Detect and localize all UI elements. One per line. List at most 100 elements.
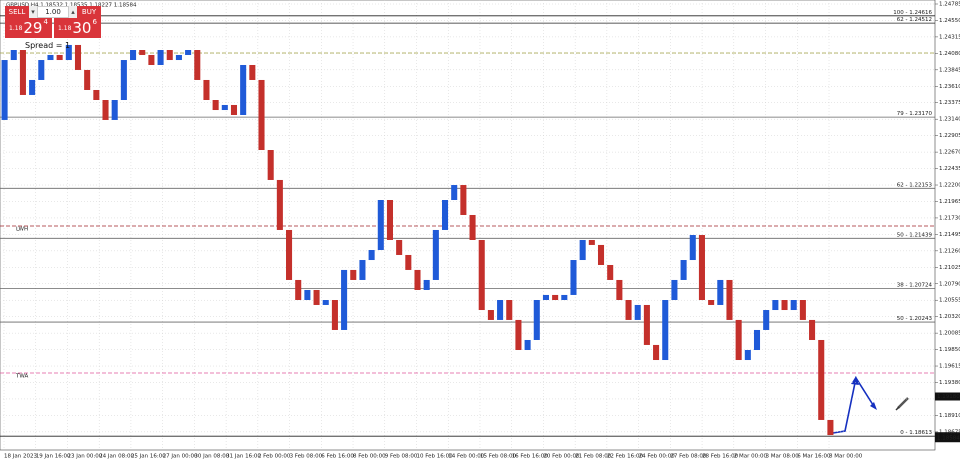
candle bbox=[799, 300, 806, 320]
candle bbox=[506, 300, 513, 320]
candle bbox=[249, 64, 256, 80]
buy-button[interactable]: BUY bbox=[77, 6, 101, 18]
level-label: 62 - 1.22153 bbox=[897, 182, 933, 188]
candle bbox=[588, 239, 595, 245]
x-tick-label: 15 Feb 08:00 bbox=[480, 454, 517, 460]
x-tick-label: 10 Feb 16:00 bbox=[417, 454, 454, 460]
candle bbox=[29, 79, 36, 95]
x-tick-label: 25 Jan 16:00 bbox=[131, 454, 166, 460]
x-tick-label: 27 Feb 08:00 bbox=[670, 454, 707, 460]
x-tick-label: 30 Jan 08:00 bbox=[194, 454, 229, 460]
candle bbox=[497, 300, 504, 320]
y-tick-label: 1.19615 bbox=[939, 364, 960, 370]
y-tick-label: 1.21495 bbox=[939, 232, 960, 238]
candle bbox=[175, 54, 182, 61]
x-tick-label: 24 Jan 08:00 bbox=[99, 454, 134, 460]
price-box bbox=[935, 392, 960, 401]
candle bbox=[772, 300, 779, 311]
buy-price[interactable]: 1.18 30 6 bbox=[54, 18, 101, 38]
spread: Spread = 1 bbox=[25, 41, 71, 50]
candle bbox=[396, 239, 403, 255]
y-tick-label: 1.21965 bbox=[939, 199, 960, 205]
candle bbox=[643, 304, 650, 345]
y-tick-label: 1.22200 bbox=[939, 183, 960, 189]
candle bbox=[276, 179, 283, 230]
candle bbox=[790, 300, 797, 311]
candle bbox=[451, 185, 458, 201]
candle bbox=[313, 289, 320, 305]
candle bbox=[139, 50, 146, 55]
candle bbox=[185, 50, 192, 55]
price-big: 1.18 bbox=[9, 24, 23, 32]
lot-down[interactable]: ▾ bbox=[29, 6, 37, 18]
candle bbox=[423, 279, 430, 290]
candle bbox=[478, 239, 485, 311]
marker-label: TWA bbox=[15, 373, 28, 379]
y-tick-label: 1.23610 bbox=[939, 84, 960, 90]
y-tick-label: 1.21260 bbox=[939, 248, 960, 254]
lot-size[interactable]: 1.00 bbox=[37, 6, 69, 18]
x-tick-label: 31 Jan 16:00 bbox=[226, 454, 261, 460]
level-label: 62 - 1.24512 bbox=[897, 17, 932, 23]
price-box-label: 1.19180 bbox=[937, 394, 960, 400]
lot-up[interactable]: ▴ bbox=[69, 6, 77, 18]
candle bbox=[295, 279, 302, 301]
candle bbox=[47, 54, 54, 61]
y-tick-label: 1.20555 bbox=[939, 298, 960, 304]
level-label: 50 - 1.21439 bbox=[897, 232, 933, 238]
candle bbox=[341, 269, 348, 330]
candle bbox=[515, 319, 522, 351]
candle bbox=[753, 329, 761, 351]
x-tick-label: 3 Feb 08:00 bbox=[290, 454, 323, 460]
x-tick-label: 21 Feb 08:00 bbox=[575, 454, 612, 460]
candle bbox=[65, 44, 72, 61]
candle bbox=[120, 60, 127, 101]
x-tick-label: 18 Jan 2023 bbox=[4, 454, 37, 460]
candle bbox=[166, 50, 173, 61]
level-label: 79 - 1.23170 bbox=[897, 111, 933, 117]
candle bbox=[212, 100, 219, 111]
candle bbox=[827, 419, 834, 436]
candle bbox=[625, 300, 632, 320]
candle bbox=[441, 200, 449, 230]
x-tick-label: 2 Mar 00:00 bbox=[734, 454, 768, 460]
candle bbox=[322, 300, 329, 305]
candle bbox=[744, 350, 751, 361]
level-label: 50 - 1.20243 bbox=[897, 316, 933, 322]
x-tick-label: 27 Jan 00:00 bbox=[163, 454, 198, 460]
plot-frame bbox=[0, 0, 936, 451]
candle bbox=[194, 50, 201, 80]
candle bbox=[735, 319, 742, 361]
y-tick-label: 1.24550 bbox=[939, 18, 960, 24]
x-tick-label: 8 Mar 00:00 bbox=[829, 454, 863, 460]
x-tick-label: 19 Jan 16:00 bbox=[36, 454, 71, 460]
candle bbox=[469, 214, 476, 240]
x-tick-label: 22 Feb 16:00 bbox=[607, 454, 644, 460]
x-tick-label: 16 Feb 16:00 bbox=[512, 454, 549, 460]
candle bbox=[781, 300, 788, 311]
candle bbox=[533, 300, 540, 340]
candle bbox=[561, 294, 568, 301]
candle bbox=[111, 100, 118, 120]
y-tick-label: 1.19380 bbox=[939, 380, 960, 386]
candle bbox=[157, 50, 164, 65]
sell-price[interactable]: 1.18 29 4 bbox=[5, 18, 52, 38]
candle bbox=[10, 50, 17, 61]
x-tick-label: 24 Feb 00:00 bbox=[639, 454, 676, 460]
candle bbox=[368, 250, 375, 261]
candle bbox=[240, 64, 247, 115]
candle bbox=[653, 344, 660, 361]
candle bbox=[148, 54, 155, 65]
candle bbox=[56, 54, 63, 61]
candle bbox=[377, 200, 384, 251]
x-tick-label: 2 Feb 00:00 bbox=[258, 454, 291, 460]
sell-button[interactable]: SELL bbox=[5, 6, 29, 18]
y-tick-label: 1.23375 bbox=[939, 100, 960, 106]
candle bbox=[616, 279, 623, 301]
candle bbox=[74, 44, 82, 70]
candle bbox=[717, 279, 724, 305]
candle bbox=[698, 235, 705, 301]
x-tick-label: 14 Feb 00:00 bbox=[448, 454, 485, 460]
pencil-icon bbox=[895, 397, 909, 411]
